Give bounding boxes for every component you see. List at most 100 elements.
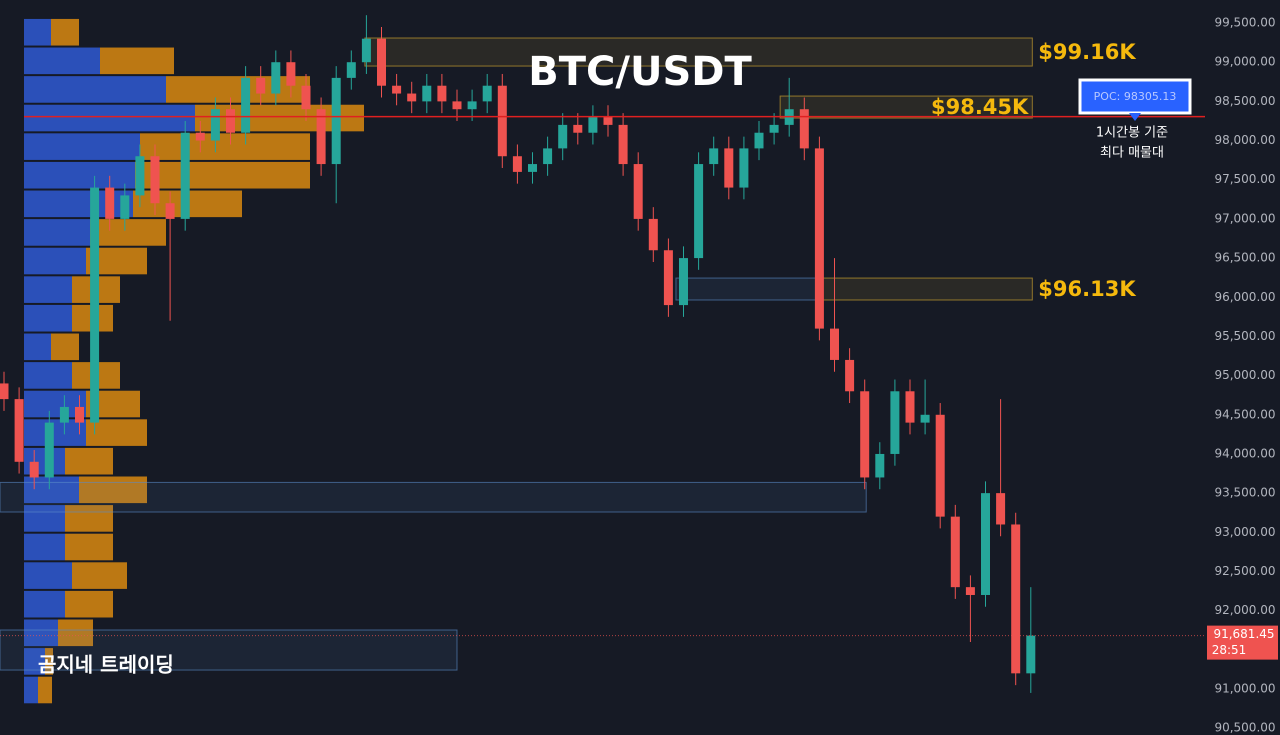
volume-profile-buy xyxy=(24,562,72,589)
candle-body xyxy=(14,399,24,462)
candle-body xyxy=(603,117,613,125)
candle-body xyxy=(558,124,568,149)
volume-profile-sell xyxy=(90,219,166,246)
y-tick-label: 94,000.00 xyxy=(1214,446,1275,460)
candle-body xyxy=(29,461,39,478)
chart-title: BTC/USDT xyxy=(528,49,752,95)
candle-body xyxy=(361,38,371,63)
volume-profile-sell xyxy=(79,476,147,504)
volume-profile-sell xyxy=(135,161,310,189)
zone xyxy=(779,95,1033,119)
volume-profile-buy xyxy=(24,190,133,218)
volume-profile-sell xyxy=(140,133,310,160)
volume-profile-buy xyxy=(24,619,58,647)
last-price-label: 91,681.45 xyxy=(1213,627,1274,641)
candle-body xyxy=(497,85,507,157)
volume-profile-buy xyxy=(24,648,45,675)
volume-profile-buy xyxy=(24,590,65,618)
candle-body xyxy=(648,218,658,251)
candle-body xyxy=(996,493,1006,525)
candle-body xyxy=(754,132,764,149)
watermark: 곰지네 트레이딩 xyxy=(38,653,174,677)
y-tick-label: 92,000.00 xyxy=(1214,603,1275,617)
candle-body xyxy=(845,359,855,392)
candle-body xyxy=(573,124,583,133)
candle-body xyxy=(618,124,628,165)
candle-body xyxy=(437,85,447,102)
volume-profile-buy xyxy=(24,104,195,132)
volume-profile-buy xyxy=(24,533,65,561)
candle-body xyxy=(301,85,311,110)
candle-body xyxy=(377,38,386,86)
y-tick-label: 98,500.00 xyxy=(1214,94,1275,108)
candle-body xyxy=(331,77,341,165)
candle-body xyxy=(0,383,9,400)
zone xyxy=(0,629,458,671)
candle-body xyxy=(346,62,356,78)
candle-body xyxy=(226,109,235,133)
candle-body xyxy=(814,148,824,329)
y-tick-label: 99,500.00 xyxy=(1214,16,1275,30)
zone-label: $96.13K xyxy=(1038,277,1136,301)
candle-body xyxy=(512,156,522,172)
candle-body xyxy=(724,148,734,188)
volume-profile-buy xyxy=(24,76,166,103)
volume-profile-buy xyxy=(24,304,72,332)
y-tick-label: 93,500.00 xyxy=(1214,486,1275,500)
candle-body xyxy=(935,414,945,517)
candle-body xyxy=(286,62,296,86)
candle-body xyxy=(950,516,960,588)
volume-profile-buy xyxy=(24,476,79,504)
volume-profile-buy xyxy=(24,47,100,75)
candle-body xyxy=(905,391,915,423)
y-tick-label: 95,000.00 xyxy=(1214,368,1275,382)
volume-profile-sell xyxy=(51,18,79,46)
volume-profile-sell xyxy=(45,648,53,675)
volume-profile-buy xyxy=(24,276,72,303)
volume-profile-sell xyxy=(166,76,310,103)
y-tick-label: 92,500.00 xyxy=(1214,564,1275,578)
zone xyxy=(0,481,867,513)
candle-body xyxy=(920,414,930,423)
candle-body xyxy=(105,187,115,219)
candle-body xyxy=(422,85,432,102)
candle-body xyxy=(799,109,809,149)
volume-profile-buy xyxy=(24,333,51,361)
candle-body xyxy=(890,391,900,454)
candle-body xyxy=(875,453,885,478)
volume-profile-buy xyxy=(24,247,86,275)
volume-profile-sell xyxy=(38,676,52,704)
y-tick-label: 99,000.00 xyxy=(1214,55,1275,69)
volume-profile-sell xyxy=(65,505,113,532)
candle-body xyxy=(210,109,220,141)
poc-label: POC: 98305.13 xyxy=(1094,90,1177,103)
plot: 90,500.0091,000.0091,500.0092,000.0092,5… xyxy=(0,15,1278,735)
candle-body xyxy=(965,587,975,595)
y-tick-label: 95,500.00 xyxy=(1214,329,1275,343)
candle-body xyxy=(195,132,205,141)
candle-body xyxy=(1011,524,1021,674)
candle-body xyxy=(769,124,779,133)
y-tick-label: 93,000.00 xyxy=(1214,525,1275,539)
volume-profile-buy xyxy=(24,161,135,189)
y-tick-label: 90,500.00 xyxy=(1214,721,1275,735)
candle-body xyxy=(739,148,749,188)
y-tick-label: 98,000.00 xyxy=(1214,133,1275,147)
candle-body xyxy=(75,406,84,423)
candle-body xyxy=(452,101,462,110)
candle-body xyxy=(90,187,100,423)
volume-profile-sell xyxy=(65,533,113,561)
volume-profile-sell xyxy=(51,333,79,361)
volume-profile-buy xyxy=(24,18,51,46)
candle-body xyxy=(830,328,839,360)
poc-note: 1시간봉 기준 xyxy=(1096,126,1168,141)
candle-body xyxy=(44,422,54,478)
candle-body xyxy=(135,156,145,196)
zone xyxy=(364,37,1033,67)
volume-profile-buy xyxy=(24,419,86,446)
candle-body xyxy=(633,164,643,219)
candle-body xyxy=(120,195,130,219)
countdown: 28:51 xyxy=(1212,643,1247,657)
candle-body xyxy=(165,203,175,219)
